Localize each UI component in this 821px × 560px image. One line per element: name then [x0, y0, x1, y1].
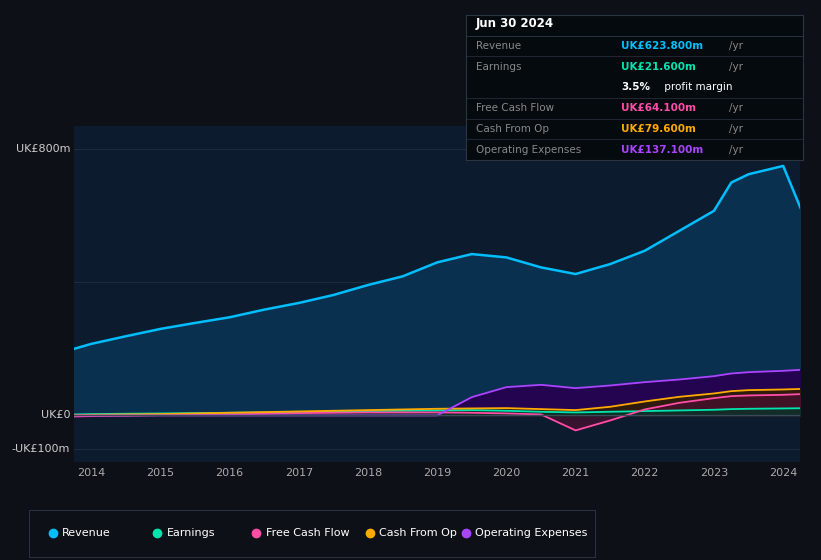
Text: UK£64.100m: UK£64.100m: [621, 103, 696, 113]
Text: 2017: 2017: [285, 468, 313, 478]
Text: UK£79.600m: UK£79.600m: [621, 124, 696, 134]
Text: 2016: 2016: [216, 468, 244, 478]
Text: UK£623.800m: UK£623.800m: [621, 41, 703, 51]
Text: Revenue: Revenue: [62, 529, 110, 538]
Text: 2022: 2022: [631, 468, 659, 478]
Text: /yr: /yr: [729, 124, 743, 134]
Text: Free Cash Flow: Free Cash Flow: [476, 103, 554, 113]
Text: 2014: 2014: [77, 468, 105, 478]
Text: /yr: /yr: [729, 41, 743, 51]
Text: UK£21.600m: UK£21.600m: [621, 62, 696, 72]
Text: -UK£100m: -UK£100m: [11, 444, 71, 454]
Text: Operating Expenses: Operating Expenses: [476, 144, 581, 155]
Text: Jun 30 2024: Jun 30 2024: [476, 17, 554, 30]
Text: 3.5%: 3.5%: [621, 82, 650, 92]
Text: Earnings: Earnings: [476, 62, 521, 72]
Text: profit margin: profit margin: [662, 82, 733, 92]
Text: 2019: 2019: [423, 468, 452, 478]
Text: UK£137.100m: UK£137.100m: [621, 144, 704, 155]
Text: Cash From Op: Cash From Op: [378, 529, 456, 538]
Text: /yr: /yr: [729, 103, 743, 113]
Text: Earnings: Earnings: [167, 529, 215, 538]
Text: /yr: /yr: [729, 144, 743, 155]
Text: Cash From Op: Cash From Op: [476, 124, 549, 134]
Text: 2023: 2023: [699, 468, 728, 478]
Text: 2020: 2020: [493, 468, 521, 478]
Text: UK£0: UK£0: [41, 410, 71, 421]
Text: Free Cash Flow: Free Cash Flow: [265, 529, 349, 538]
Text: UK£800m: UK£800m: [16, 144, 71, 155]
Text: 2015: 2015: [146, 468, 174, 478]
Text: 2024: 2024: [769, 468, 797, 478]
Text: 2021: 2021: [562, 468, 589, 478]
Text: 2018: 2018: [354, 468, 382, 478]
Text: Revenue: Revenue: [476, 41, 521, 51]
Text: Operating Expenses: Operating Expenses: [475, 529, 588, 538]
Text: /yr: /yr: [729, 62, 743, 72]
